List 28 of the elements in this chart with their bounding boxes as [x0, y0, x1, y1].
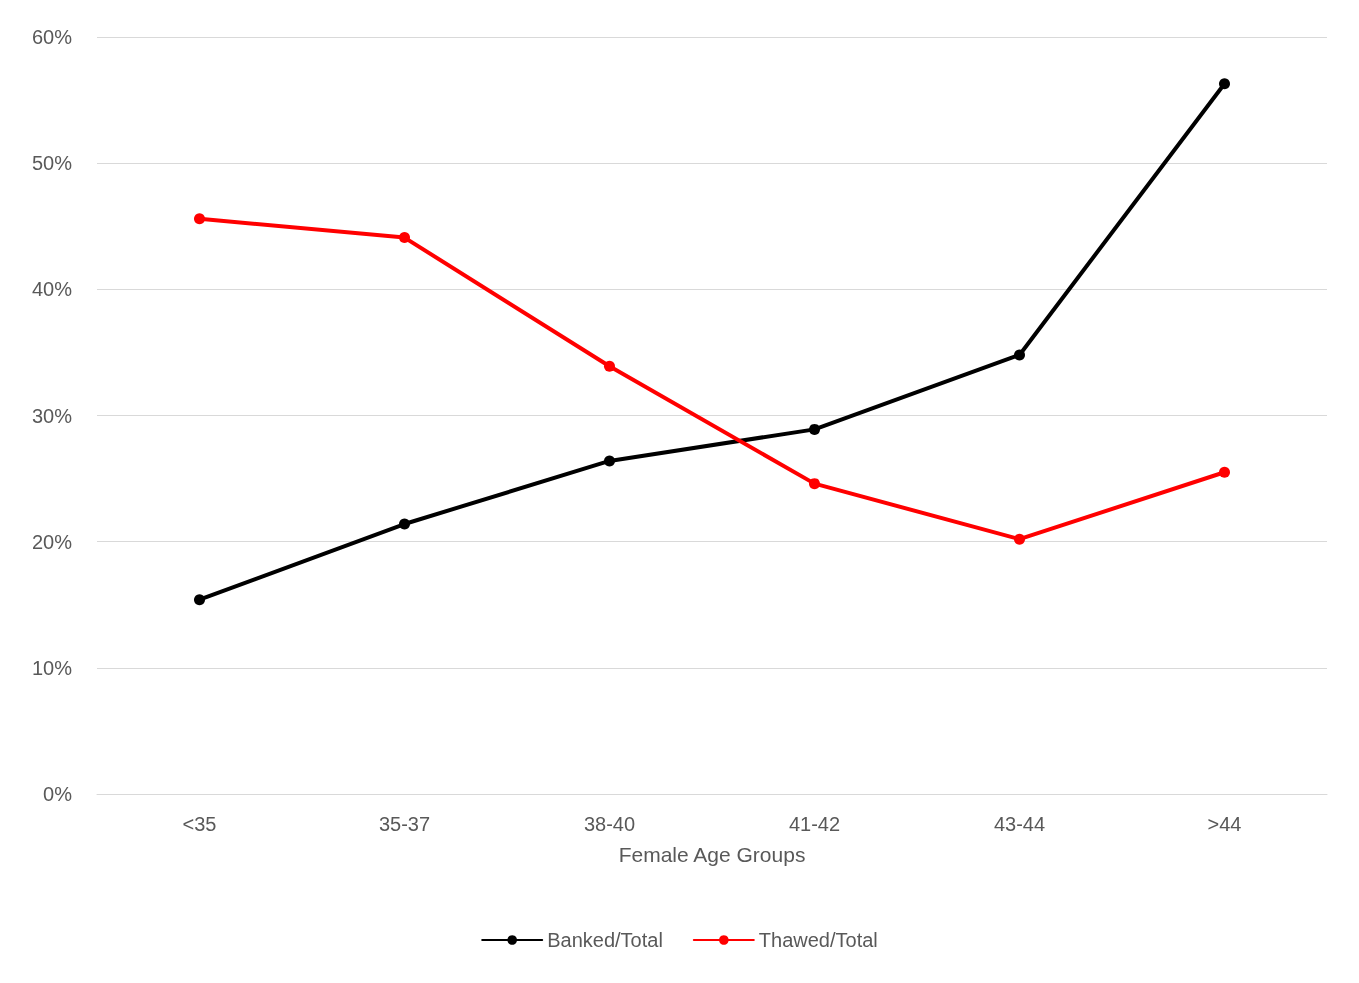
point: [604, 360, 615, 372]
x-tick-label: 41-42: [788, 813, 841, 835]
y-tick-label: 60%: [31, 26, 73, 48]
point: [399, 518, 410, 530]
point: [194, 594, 205, 606]
point: [1014, 533, 1025, 545]
x-tick-label: >44: [1207, 813, 1242, 835]
point: [194, 213, 205, 225]
x-axis-title: Female Age Groups: [618, 843, 806, 866]
x-tick-label: 43-44: [993, 813, 1046, 835]
x-tick-label: 38-40: [583, 813, 636, 835]
point: [809, 423, 820, 435]
legend-label: Thawed/Total: [758, 929, 878, 951]
x-tick-label: 35-37: [378, 813, 431, 835]
point: [1219, 78, 1230, 90]
y-tick-label: 20%: [31, 530, 73, 553]
y-tick-label: 40%: [31, 278, 73, 301]
y-tick-label: 10%: [31, 656, 73, 679]
legend-label: Banked/Total: [547, 929, 663, 951]
point: [1014, 349, 1025, 361]
point: [399, 232, 410, 244]
point: [1219, 466, 1230, 478]
point: [809, 478, 820, 490]
y-tick-label: 30%: [31, 404, 73, 427]
y-tick-label: 0%: [43, 783, 73, 805]
point: [604, 455, 615, 467]
x-tick-label: <35: [182, 813, 217, 835]
y-tick-label: 50%: [31, 152, 73, 175]
